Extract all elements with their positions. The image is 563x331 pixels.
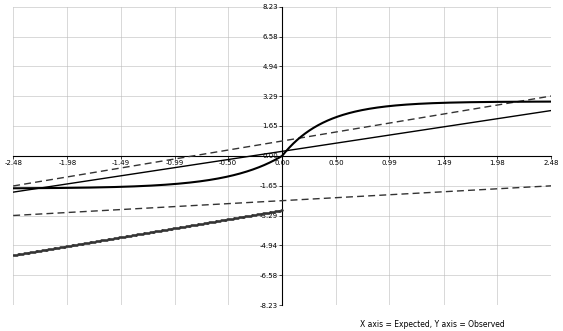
X-axis label: X axis = Expected, Y axis = Observed: X axis = Expected, Y axis = Observed — [360, 320, 505, 329]
